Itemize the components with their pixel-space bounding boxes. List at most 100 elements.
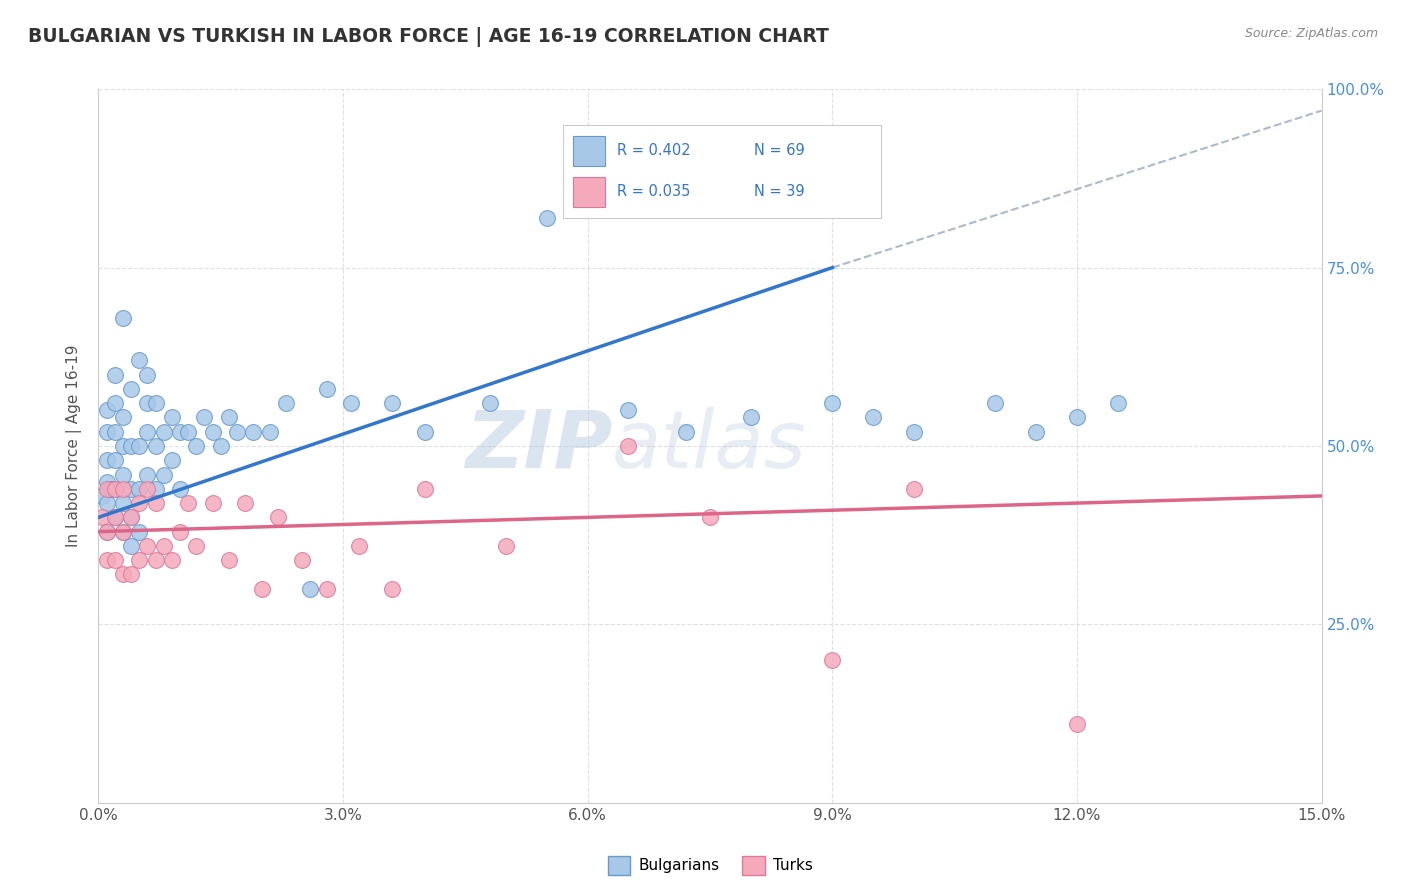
Point <box>218 410 240 425</box>
Point <box>104 510 127 524</box>
Text: BULGARIAN VS TURKISH IN LABOR FORCE | AGE 16-19 CORRELATION CHART: BULGARIAN VS TURKISH IN LABOR FORCE | AG… <box>28 27 830 46</box>
Point <box>903 425 925 439</box>
Point <box>274 396 297 410</box>
Point <box>104 482 127 496</box>
Point <box>128 553 150 567</box>
Text: Source: ZipAtlas.com: Source: ZipAtlas.com <box>1244 27 1378 40</box>
Point <box>160 453 183 467</box>
Point <box>120 439 142 453</box>
Point <box>193 410 215 425</box>
FancyBboxPatch shape <box>572 136 605 166</box>
Point <box>495 539 517 553</box>
Point <box>242 425 264 439</box>
Point <box>1066 410 1088 425</box>
Point <box>111 310 134 325</box>
Point <box>136 482 159 496</box>
Point <box>145 553 167 567</box>
Point <box>699 510 721 524</box>
Text: R = 0.402: R = 0.402 <box>617 144 690 159</box>
Text: N = 69: N = 69 <box>754 144 804 159</box>
Point <box>186 539 208 553</box>
Point <box>169 482 191 496</box>
Point <box>136 396 159 410</box>
Point <box>413 425 436 439</box>
Point <box>160 553 183 567</box>
Point <box>152 425 174 439</box>
Point <box>201 496 224 510</box>
Point <box>209 439 232 453</box>
Point <box>104 482 127 496</box>
Point <box>136 425 159 439</box>
Point <box>740 410 762 425</box>
Point <box>821 396 844 410</box>
Point <box>128 439 150 453</box>
Point <box>381 582 404 596</box>
Point <box>104 510 127 524</box>
Point <box>291 553 314 567</box>
Point <box>120 482 142 496</box>
Point <box>1107 396 1129 410</box>
Point <box>218 553 240 567</box>
Point <box>177 425 200 439</box>
Point <box>152 539 174 553</box>
Point <box>104 396 127 410</box>
Point <box>299 582 322 596</box>
Point <box>984 396 1007 410</box>
Point <box>128 524 150 539</box>
Point <box>186 439 208 453</box>
Point <box>381 396 404 410</box>
Point <box>111 524 134 539</box>
Point <box>96 496 118 510</box>
Point <box>1025 425 1047 439</box>
Point <box>111 439 134 453</box>
Point <box>617 439 640 453</box>
Point <box>201 425 224 439</box>
Point <box>128 482 150 496</box>
Point <box>617 403 640 417</box>
Y-axis label: In Labor Force | Age 16-19: In Labor Force | Age 16-19 <box>66 344 83 548</box>
Point <box>96 524 118 539</box>
Point <box>226 425 249 439</box>
Point <box>128 353 150 368</box>
Point <box>96 475 118 489</box>
FancyBboxPatch shape <box>572 177 605 207</box>
Point <box>91 510 114 524</box>
Point <box>111 467 134 482</box>
Point <box>111 482 134 496</box>
Point <box>349 539 371 553</box>
Point <box>145 396 167 410</box>
Point <box>104 368 127 382</box>
Point <box>152 467 174 482</box>
Point <box>104 453 127 467</box>
Point <box>104 553 127 567</box>
Point <box>128 496 150 510</box>
Point <box>250 582 273 596</box>
Text: N = 39: N = 39 <box>754 184 804 199</box>
Point <box>160 410 183 425</box>
Point <box>96 403 118 417</box>
Point <box>903 482 925 496</box>
Point <box>120 510 142 524</box>
Point <box>315 382 337 396</box>
Point <box>340 396 363 410</box>
Point <box>536 211 558 225</box>
Point <box>169 524 191 539</box>
Point <box>111 410 134 425</box>
Point <box>478 396 501 410</box>
Point <box>233 496 256 510</box>
Point <box>111 567 134 582</box>
Point <box>111 496 134 510</box>
Legend: Bulgarians, Turks: Bulgarians, Turks <box>602 850 818 880</box>
Point <box>145 439 167 453</box>
Text: R = 0.035: R = 0.035 <box>617 184 690 199</box>
Point <box>1066 717 1088 731</box>
Point <box>136 467 159 482</box>
Point <box>96 482 118 496</box>
Point <box>91 489 114 503</box>
Point <box>145 482 167 496</box>
Point <box>145 496 167 510</box>
Point <box>96 553 118 567</box>
Point <box>267 510 290 524</box>
Point <box>120 382 142 396</box>
Point <box>177 496 200 510</box>
